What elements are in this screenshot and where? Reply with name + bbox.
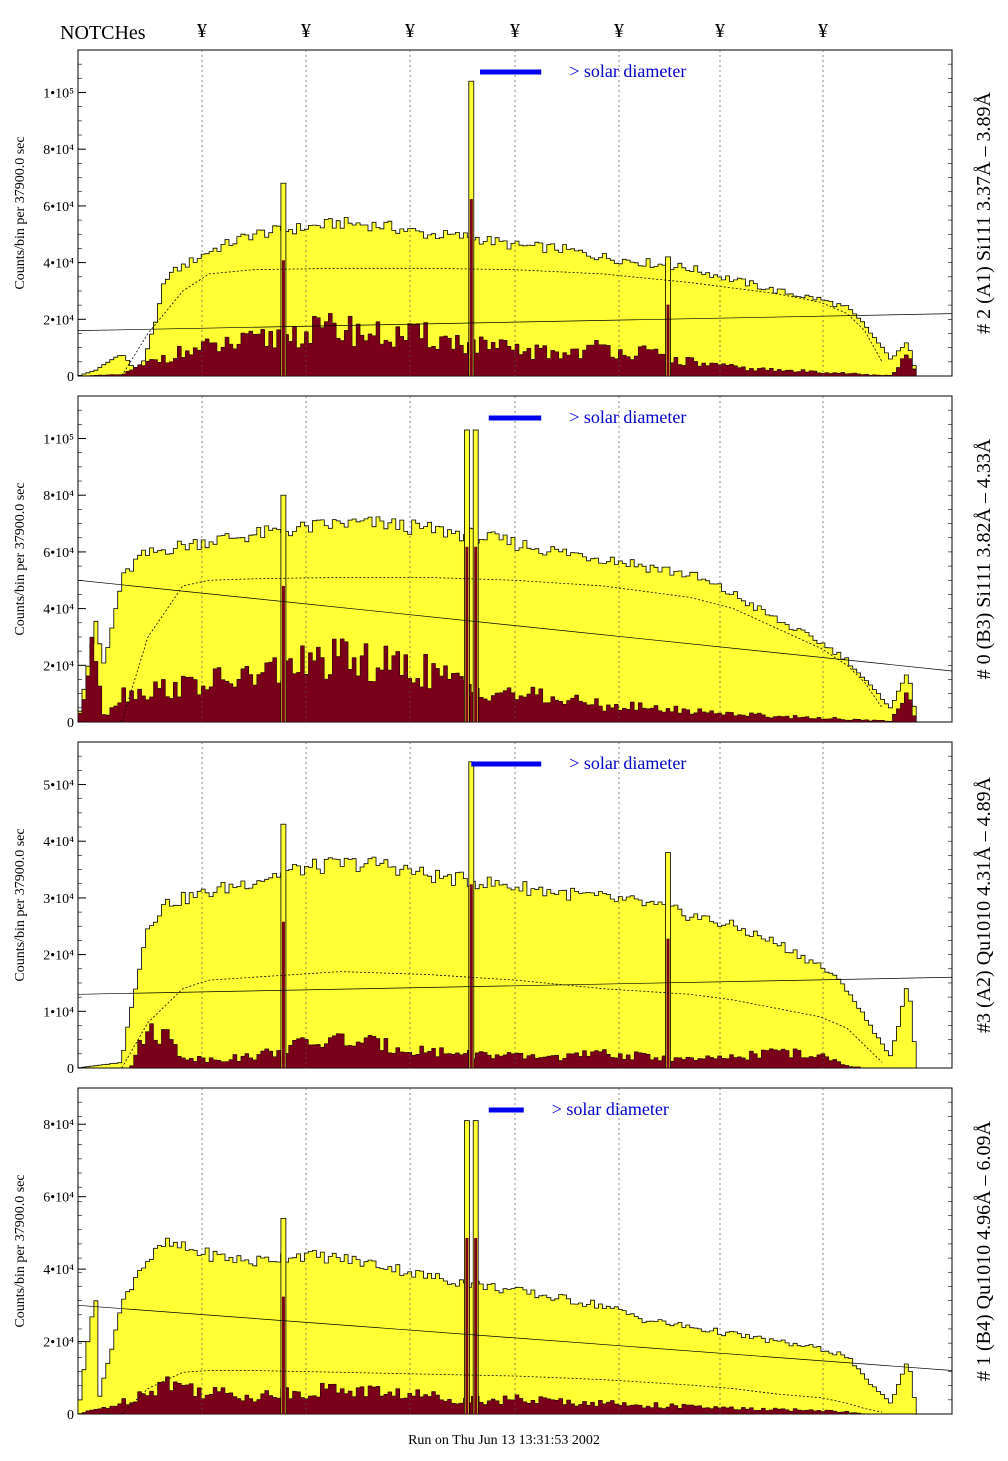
- panel-2-ylabel: Counts/bin per 37900.0 sec: [13, 482, 28, 635]
- panel-1-spike-core-2: [469, 199, 473, 376]
- panel-3-lower-histogram: [78, 1023, 952, 1069]
- panel-4-ylabel: Counts/bin per 37900.0 sec: [13, 1174, 28, 1327]
- panel-4-ytick-label-2: 4•10⁴: [43, 1263, 74, 1278]
- panel-2-panel-label: # 0 (B3) Si111 3.82Å – 4.33Å: [973, 438, 995, 679]
- panel-1-ytick-label-4: 8•10⁴: [43, 143, 74, 158]
- panel-2-background-line: [77, 579, 953, 672]
- notch-mark-4: ¥: [510, 20, 520, 42]
- panel-1-ylabel: Counts/bin per 37900.0 sec: [13, 136, 28, 289]
- panel-1-background-line: [77, 313, 953, 331]
- panel-3-spike-core-2: [469, 884, 473, 1068]
- panel-2-spike-core-3: [474, 546, 478, 722]
- panel-2-ytick-label-4: 8•10⁴: [43, 489, 74, 504]
- panel-4-ytick-label-4: 8•10⁴: [43, 1118, 74, 1133]
- panel-2-spike-core-1: [281, 585, 285, 722]
- panel-4-model-curve: [121, 1370, 883, 1415]
- notch-mark-2: ¥: [301, 20, 311, 42]
- notch-mark-6: ¥: [715, 20, 725, 42]
- panel-4-lower-histogram: [77, 1376, 952, 1415]
- panel-3-ytick-label-5: 5•10⁴: [43, 779, 74, 794]
- panel-3-ytick-label-4: 4•10⁴: [43, 835, 74, 850]
- panel-1-ytick-label-0: 0: [67, 370, 74, 385]
- panel-1-spike-core-3: [666, 304, 670, 376]
- panel-4-upper-histogram: [77, 1237, 952, 1415]
- notch-header: NOTCHes ¥ ¥ ¥ ¥ ¥ ¥ ¥: [0, 0, 1008, 50]
- panel-4-spike-core-1: [281, 1296, 285, 1414]
- panel-4-background-line: [77, 1304, 953, 1371]
- panel-1-lower-histogram: [77, 313, 952, 377]
- panel-1-ytick-label-2: 4•10⁴: [43, 257, 74, 272]
- panel-3-ytick-label-1: 1•10⁴: [43, 1005, 74, 1020]
- panel-1-ytick-label-5: 1•10⁵: [43, 87, 74, 102]
- notch-title: NOTCHes: [60, 22, 146, 44]
- notch-mark-3: ¥: [405, 20, 415, 42]
- panel-3-ylabel: Counts/bin per 37900.0 sec: [13, 828, 28, 981]
- panel-2-ytick-label-5: 1•10⁵: [43, 433, 74, 448]
- notch-mark-7: ¥: [818, 20, 828, 42]
- panel-3-spike-core-1: [281, 921, 285, 1068]
- panel-4-spike-core-3: [474, 1238, 478, 1414]
- panel-4-spike-core-2: [465, 1238, 469, 1414]
- panel-2-ytick-label-2: 4•10⁴: [43, 603, 74, 618]
- panel-2-model-curve: [121, 577, 883, 723]
- panel-2-ytick-label-1: 2•10⁴: [43, 659, 74, 674]
- panel-4-solar-annotation: > solar diameter: [552, 1099, 669, 1119]
- panel-4-ytick-label-0: 0: [67, 1408, 74, 1423]
- panel-3-background-line: [77, 976, 953, 995]
- panel-1-model-curve: [121, 267, 883, 377]
- panel-4-ytick-label-3: 6•10⁴: [43, 1191, 74, 1206]
- panel-1-solar-annotation: > solar diameter: [569, 61, 686, 81]
- panel-1-panel-label: # 2 (A1) Si111 3.37Å – 3.89Å: [973, 92, 995, 334]
- panel-3-ytick-label-0: 0: [67, 1062, 74, 1077]
- panel-2-upper-histogram: [77, 516, 952, 723]
- notch-mark-1: ¥: [197, 20, 207, 42]
- panel-2-solar-annotation: > solar diameter: [569, 407, 686, 427]
- panel-3-panel-label: #3 (A2) Qu1010 4.31Å – 4.89Å: [973, 776, 995, 1033]
- panel-3-model-curve: [121, 971, 883, 1069]
- run-footer: Run on Thu Jun 13 13:31:53 2002: [408, 1433, 600, 1448]
- panel-1-ytick-label-3: 6•10⁴: [43, 200, 74, 215]
- panel-2-spike-core-2: [465, 546, 469, 722]
- panel-1-ytick-label-1: 2•10⁴: [43, 313, 74, 328]
- panel-3-solar-annotation: > solar diameter: [569, 753, 686, 773]
- panel-4-ytick-label-1: 2•10⁴: [43, 1336, 74, 1351]
- panel-3-ytick-label-2: 2•10⁴: [43, 949, 74, 964]
- panel-3-spike-core-3: [666, 938, 670, 1068]
- notch-mark-5: ¥: [614, 20, 624, 42]
- panel-4-panel-label: # 1 (B4) Qu1010 4.96Å – 6.09Å: [973, 1120, 995, 1381]
- panel-2-lower-histogram: [77, 636, 952, 723]
- panel-1-spike-core-1: [281, 260, 285, 376]
- panel-2-ytick-label-3: 6•10⁴: [43, 546, 74, 561]
- panel-3-ytick-label-3: 3•10⁴: [43, 892, 74, 907]
- panel-2-ytick-label-0: 0: [67, 716, 74, 731]
